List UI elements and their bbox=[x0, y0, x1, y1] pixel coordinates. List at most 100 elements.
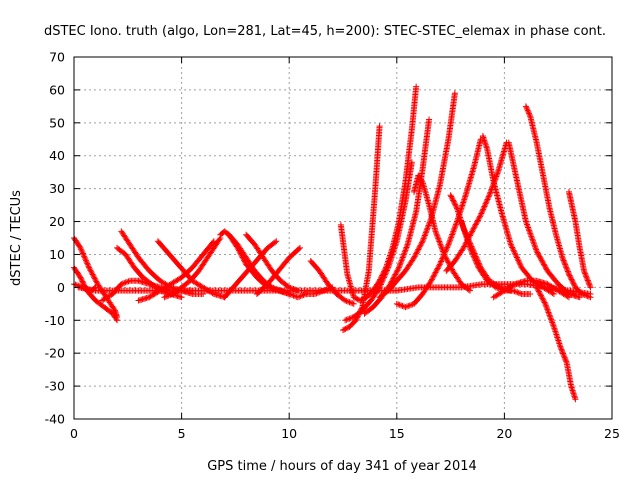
x-tick-label: 5 bbox=[178, 426, 186, 441]
data-point bbox=[79, 278, 86, 285]
data-point bbox=[466, 232, 473, 239]
data-point bbox=[560, 351, 567, 358]
data-point bbox=[358, 296, 365, 303]
data-point bbox=[537, 292, 544, 299]
data-point bbox=[468, 249, 475, 256]
data-point bbox=[449, 231, 456, 238]
data-point bbox=[478, 210, 485, 217]
data-point bbox=[380, 274, 387, 281]
data-point bbox=[79, 249, 86, 256]
data-point bbox=[565, 269, 572, 276]
data-point bbox=[78, 247, 85, 254]
data-point bbox=[474, 261, 481, 268]
data-point bbox=[435, 235, 442, 242]
data-point bbox=[452, 221, 459, 228]
data-point bbox=[423, 226, 430, 233]
data-point bbox=[452, 222, 459, 229]
data-point bbox=[548, 318, 555, 325]
data-point bbox=[124, 278, 131, 285]
data-point bbox=[440, 248, 447, 255]
data-point bbox=[397, 260, 404, 267]
data-point bbox=[481, 203, 488, 210]
data-point bbox=[523, 220, 530, 227]
data-point bbox=[91, 274, 98, 281]
data-point bbox=[466, 233, 473, 240]
data-point bbox=[468, 229, 475, 236]
data-point bbox=[86, 264, 93, 271]
data-point bbox=[403, 303, 410, 310]
data-point bbox=[539, 295, 546, 302]
data-point bbox=[534, 249, 541, 256]
data-point bbox=[537, 254, 544, 261]
data-point bbox=[419, 238, 426, 245]
data-point bbox=[539, 258, 546, 265]
data-point bbox=[542, 300, 549, 307]
data-point bbox=[545, 309, 552, 316]
data-point bbox=[448, 193, 455, 200]
data-point bbox=[476, 214, 483, 221]
data-point bbox=[543, 265, 550, 272]
data-point bbox=[295, 245, 302, 252]
data-point bbox=[78, 275, 85, 282]
data-point bbox=[450, 227, 457, 234]
data-point bbox=[402, 247, 409, 254]
data-point bbox=[464, 236, 471, 243]
data-point bbox=[567, 275, 574, 282]
data-point bbox=[122, 279, 129, 286]
data-point bbox=[450, 197, 457, 204]
data-point bbox=[77, 274, 84, 281]
data-point bbox=[125, 278, 132, 285]
data-point bbox=[167, 292, 174, 299]
data-point bbox=[84, 261, 91, 268]
data-point bbox=[540, 261, 547, 268]
data-point bbox=[437, 241, 444, 248]
data-point bbox=[508, 243, 515, 250]
data-point bbox=[450, 198, 457, 205]
data-point bbox=[399, 303, 406, 310]
data-point bbox=[467, 246, 474, 253]
data-point bbox=[565, 294, 572, 301]
data-point bbox=[583, 273, 590, 280]
data-series bbox=[479, 132, 557, 297]
data-point bbox=[178, 294, 185, 301]
data-point bbox=[516, 260, 523, 267]
data-point bbox=[470, 251, 477, 258]
data-point bbox=[435, 237, 442, 244]
data-point bbox=[514, 289, 521, 296]
y-tick-label: 50 bbox=[49, 115, 65, 130]
data-point bbox=[543, 305, 550, 312]
data-point bbox=[568, 276, 575, 283]
data-point bbox=[487, 189, 494, 196]
data-point bbox=[111, 306, 118, 313]
data-point bbox=[522, 103, 529, 110]
data-point bbox=[165, 292, 172, 299]
data-point bbox=[559, 254, 566, 261]
data-point bbox=[434, 265, 441, 272]
y-axis-label: dSTEC / TECUs bbox=[9, 190, 24, 286]
data-point bbox=[382, 271, 389, 278]
data-point bbox=[480, 204, 487, 211]
data-point bbox=[584, 293, 591, 300]
data-point bbox=[393, 268, 400, 275]
data-point bbox=[524, 106, 531, 113]
data-point bbox=[294, 294, 301, 301]
data-point bbox=[472, 221, 479, 228]
data-point bbox=[474, 218, 481, 225]
data-series bbox=[71, 235, 121, 320]
data-point bbox=[494, 170, 501, 177]
y-tick-label: 40 bbox=[49, 148, 65, 163]
data-point bbox=[523, 221, 530, 228]
data-point bbox=[578, 290, 585, 297]
y-tick-label: 60 bbox=[49, 82, 65, 97]
data-point bbox=[89, 271, 96, 278]
data-point bbox=[453, 204, 460, 211]
chart-title: dSTEC Iono. truth (algo, Lon=281, Lat=45… bbox=[44, 24, 606, 39]
data-point bbox=[564, 268, 571, 275]
data-point bbox=[510, 247, 517, 254]
data-point bbox=[398, 258, 405, 265]
data-point bbox=[376, 284, 383, 291]
data-point bbox=[473, 260, 480, 267]
data-point bbox=[92, 276, 99, 283]
data-point bbox=[377, 281, 384, 288]
data-point bbox=[510, 287, 517, 294]
